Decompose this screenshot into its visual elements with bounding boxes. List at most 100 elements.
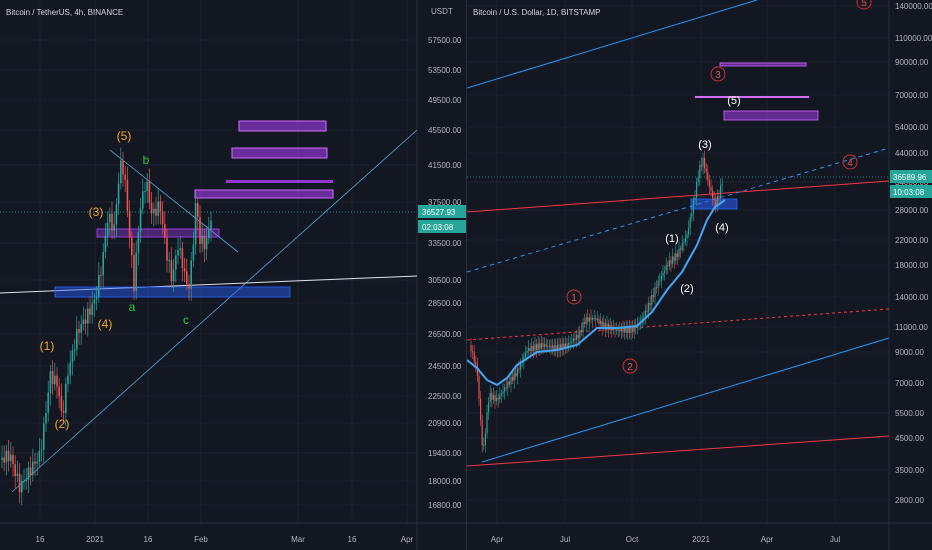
time-tick-label: Oct	[626, 535, 639, 544]
candle-body	[590, 317, 592, 320]
candle-body	[595, 317, 597, 320]
candle-body	[544, 344, 546, 347]
price-tick-label: 24500.00	[428, 362, 462, 371]
candle-body	[483, 445, 485, 447]
left-chart-canvas[interactable]: USDT 57500.00 53500.00 49500.00 45500.00 4150…	[0, 0, 466, 550]
candle-body	[186, 271, 188, 284]
primary-wave-label: 4	[847, 158, 853, 169]
candle-body	[523, 356, 525, 362]
candle-body	[58, 386, 60, 397]
candle-body	[177, 250, 179, 256]
candle-body	[504, 387, 506, 392]
price-tag-text: 36589.96	[893, 173, 927, 182]
candle-body	[616, 329, 618, 331]
candle-body	[73, 349, 76, 351]
wave-label: (1)	[40, 339, 55, 353]
primary-wave-circle	[566, 289, 582, 305]
price-tick-label: 5500.00	[895, 409, 924, 418]
price-tick-label: 18000.00	[895, 261, 929, 270]
candle-body	[480, 398, 482, 421]
intermediate-wave-label: (2)	[680, 283, 693, 295]
candle-body	[540, 342, 542, 349]
candle-body	[36, 461, 38, 464]
candle-body	[510, 376, 512, 385]
candle-body	[672, 256, 674, 264]
left-chart-pane[interactable]: USDT 57500.00 53500.00 49500.00 45500.00 4150…	[0, 0, 466, 550]
candle-body	[532, 345, 534, 351]
target-line-2	[695, 96, 809, 98]
dashed-blue-trendline	[467, 147, 890, 273]
candle-body	[681, 243, 683, 250]
time-tick-label: Jul	[560, 535, 570, 544]
support-zone	[54, 286, 291, 298]
time-tick-label: Apr	[761, 535, 774, 544]
price-tick-label: 33500.00	[428, 239, 462, 248]
candle-body	[712, 190, 714, 199]
candle-body	[721, 184, 723, 186]
price-tick-label: 45500.00	[428, 126, 462, 135]
candle-body	[699, 165, 701, 178]
target-zone-2	[231, 147, 328, 159]
candle-body	[203, 236, 206, 250]
candle-body	[617, 329, 619, 331]
candle-body	[632, 327, 634, 332]
candle-body	[135, 252, 137, 291]
candle-body	[155, 208, 157, 216]
candle-body	[507, 381, 509, 388]
candle-body	[628, 327, 630, 333]
candle-body	[14, 464, 16, 477]
primary-wave-circle	[622, 358, 638, 374]
candle-body	[513, 372, 515, 381]
candle-body	[630, 327, 632, 333]
candle-body	[686, 234, 688, 239]
candle-body	[106, 222, 109, 237]
candle-body	[69, 362, 71, 376]
candle-body	[694, 197, 696, 201]
candle-body	[537, 343, 539, 350]
candle-body	[475, 361, 477, 365]
candle-body	[691, 213, 693, 218]
candle-body	[93, 299, 96, 304]
candle-body	[508, 381, 510, 385]
candle-body	[652, 295, 654, 297]
price-tick-label: 53500.00	[428, 66, 462, 75]
candle-body	[5, 450, 8, 463]
candle-body	[627, 327, 629, 333]
time-tick-label: Apr	[491, 535, 504, 544]
price-tick-label: 7000.00	[895, 379, 924, 388]
candle-body	[159, 201, 162, 212]
candle-body	[571, 341, 573, 343]
candle-body	[142, 191, 144, 209]
candle-body	[534, 344, 536, 351]
price-tick-label: 19400.00	[428, 449, 462, 458]
candle-body	[7, 450, 10, 462]
candle-body	[124, 174, 126, 180]
candle-body	[76, 329, 78, 350]
candle-body	[60, 396, 63, 411]
candle-body	[604, 322, 606, 330]
right-chart-canvas[interactable]: 140000.00 110000.00 90000.00 70000.00 54000.…	[467, 0, 932, 550]
countdown-tag-text: 02:03:08	[422, 223, 454, 232]
right-chart-title: Bitcoin / U.S. Dollar, 1D, BITSTAMP	[473, 8, 601, 17]
candle-body	[126, 179, 129, 211]
candle-body	[78, 329, 80, 333]
candle-body	[181, 248, 184, 269]
candle-body	[577, 334, 579, 339]
candle-body	[12, 454, 14, 465]
right-chart-pane[interactable]: 140000.00 110000.00 90000.00 70000.00 54000.…	[466, 0, 932, 550]
upper-channel-line	[467, 0, 758, 89]
candle-body	[45, 412, 47, 424]
candle-body	[531, 345, 533, 352]
candle-body	[190, 260, 192, 289]
price-tick-label: 28000.00	[895, 206, 929, 215]
candle-body	[660, 275, 662, 281]
candle-body	[518, 368, 520, 370]
candle-body	[667, 265, 669, 267]
primary-wave-circle	[710, 66, 726, 82]
candle-body	[572, 338, 574, 342]
candle-body	[472, 351, 474, 353]
candle-body	[692, 200, 694, 214]
candle-body	[98, 275, 100, 297]
price-tick-label: 57500.00	[428, 36, 462, 45]
time-tick-label: 2021	[692, 535, 710, 544]
